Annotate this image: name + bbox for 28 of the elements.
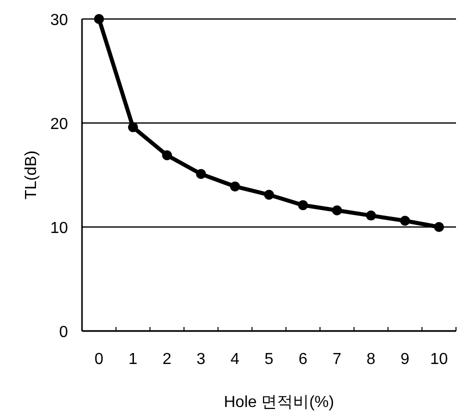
x-tick-label: 0 [94,351,104,368]
x-tick-label: 1 [128,351,138,368]
point [94,14,104,24]
x-tick-label: 10 [430,351,448,368]
point [128,122,138,132]
x-tick-label: 4 [230,351,240,368]
point [400,216,410,226]
x-axis-title: Hole 면적비(%) [224,394,334,411]
point [366,210,376,221]
x-tick-label: 5 [264,351,274,368]
x-tick-label: 2 [162,351,172,368]
y-tick-label: 30 [50,12,68,29]
x-tick-label: 8 [366,351,376,368]
x-tick-label: 9 [400,351,410,368]
y-axis-title: TL(dB) [23,150,40,200]
y-tick-label: 0 [59,324,68,341]
x-tick-label: 7 [332,351,342,368]
y-tick-label: 10 [50,220,68,237]
x-tick-label: 6 [298,351,308,368]
x-tick-label: 3 [196,351,206,368]
y-tick-label: 20 [50,116,68,133]
point [162,150,172,160]
point [434,222,444,232]
point [196,168,206,179]
point [332,205,342,216]
point [230,181,240,192]
point [264,190,274,200]
point [298,200,308,210]
